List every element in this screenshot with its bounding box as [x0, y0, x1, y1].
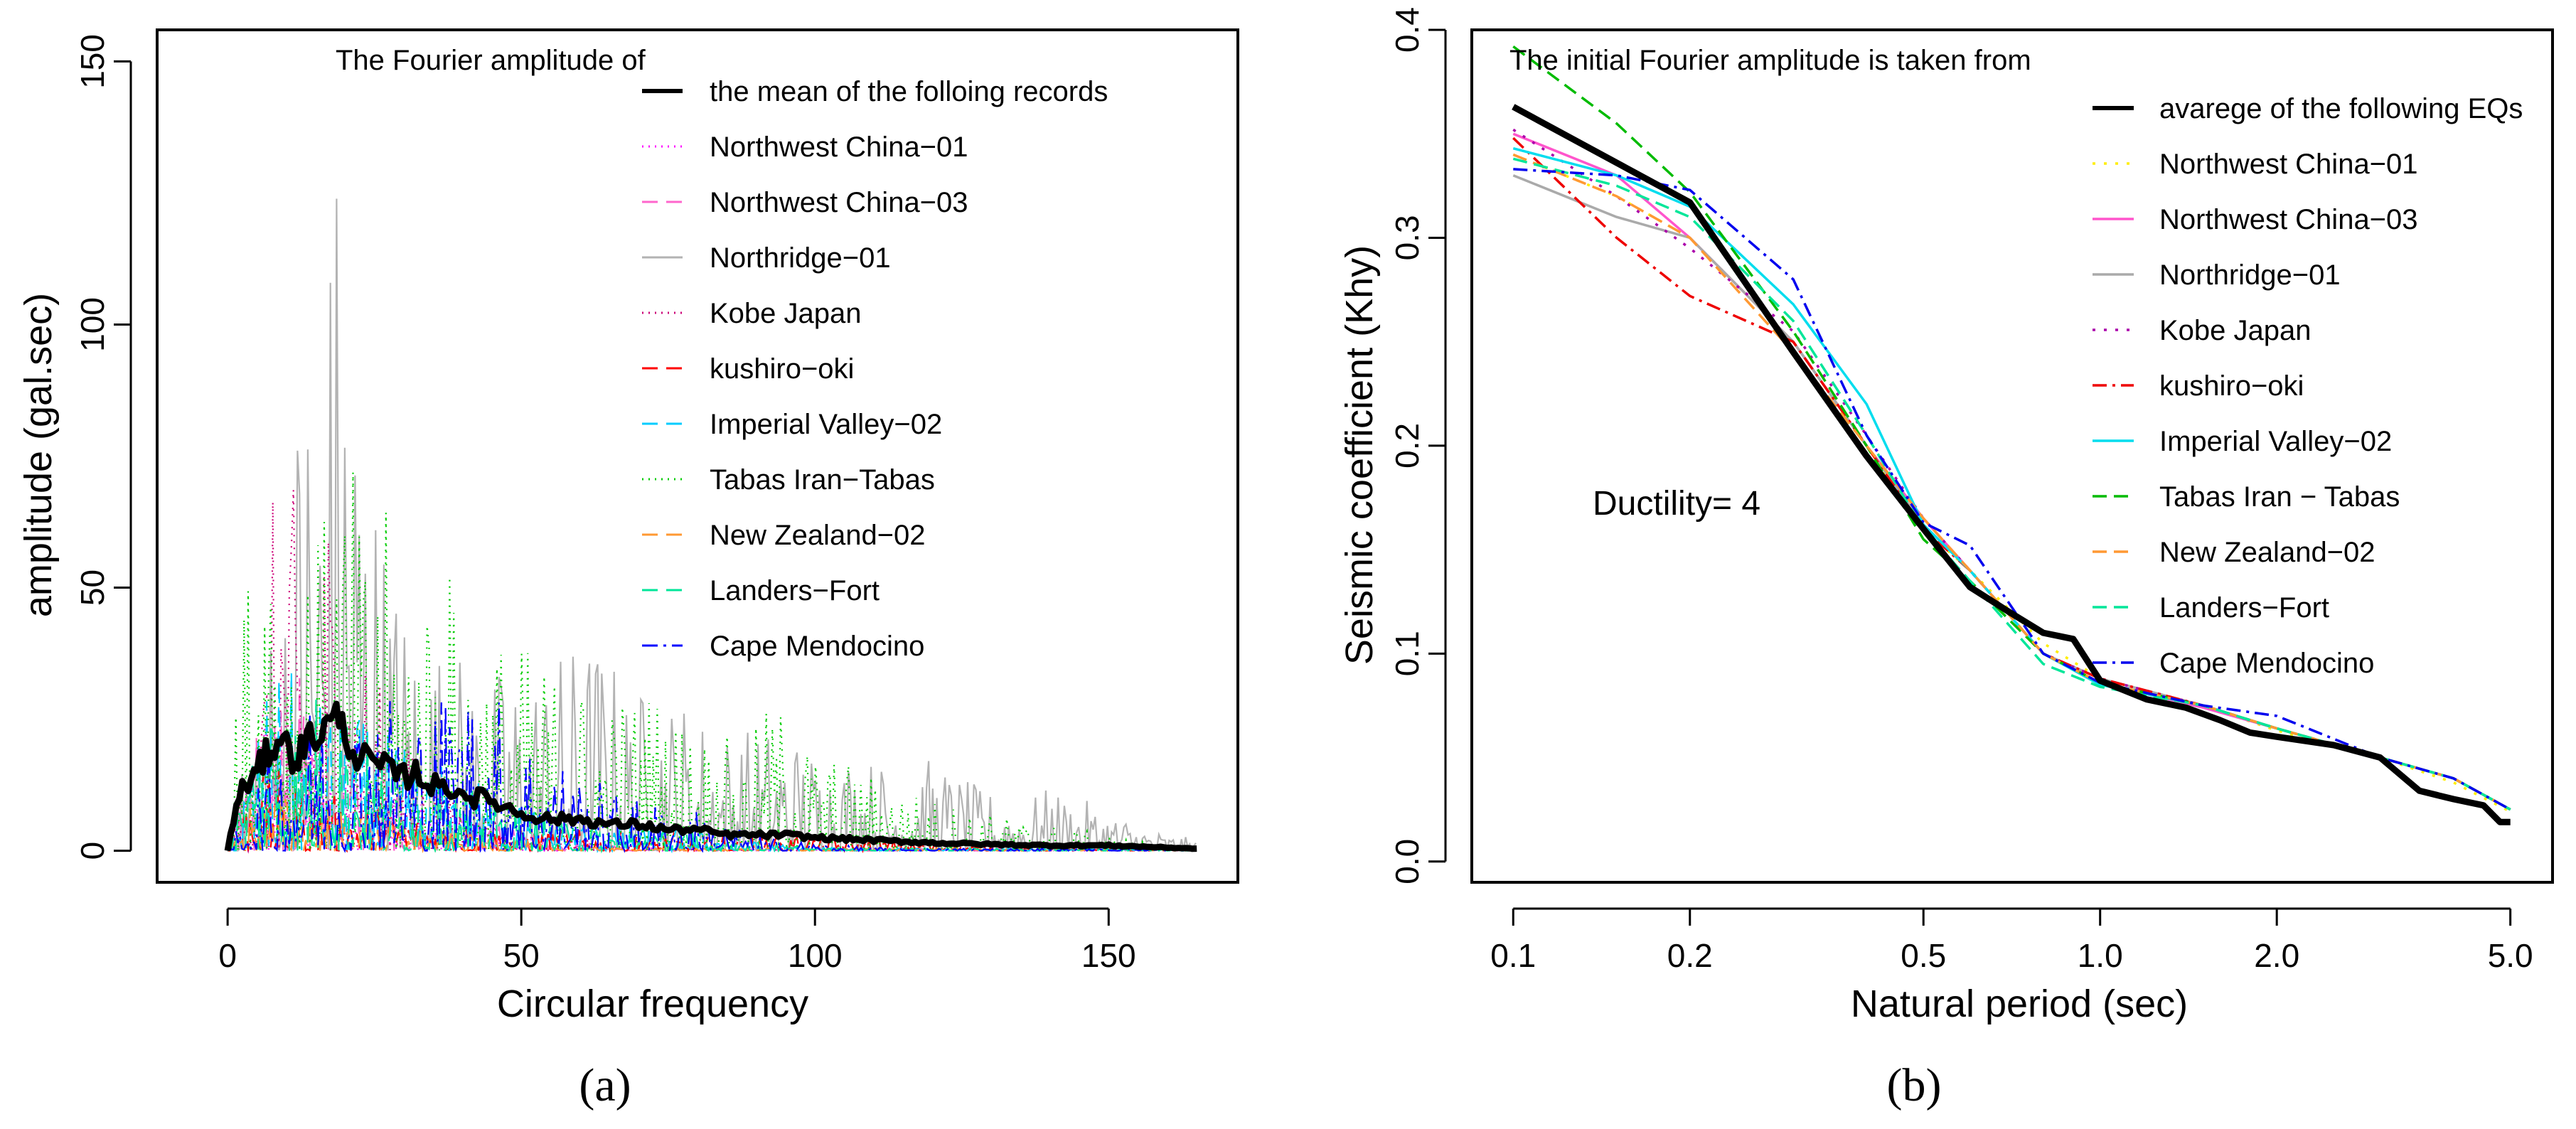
series-the-mean-of-the-folloing-records: [224, 700, 1197, 852]
y-tick-label-a: 50: [74, 569, 111, 606]
plot-frame-a: [156, 28, 1239, 884]
series-lines-a: [224, 198, 1197, 854]
legend-label-new-zealand-02: New Zealand−02: [710, 520, 926, 551]
x-tick-label-b: 2.0: [2254, 937, 2299, 974]
x-tick-label-b: 0.1: [1490, 937, 1536, 974]
x-tick-label-a: 150: [1081, 937, 1136, 974]
series-cape-mendocino: [227, 701, 1196, 854]
legend-label-kobe-japan: Kobe Japan: [2159, 315, 2312, 346]
x-axis-label-b: Natural period (sec): [1851, 983, 2188, 1025]
panel-a: 0 50 100 150 0 50 100 150 The Fourier amplitude…: [17, 28, 1239, 1111]
y-tick-label-a: 150: [74, 34, 111, 89]
y-tick-label-a: 0: [74, 842, 111, 860]
y-tick-label-b: 0.4: [1389, 7, 1426, 53]
legend-label-imperial-valley-02: Imperial Valley−02: [710, 409, 942, 440]
legend-label-northwest-china-01: Northwest China−01: [710, 132, 968, 163]
legend-label-kushiro-oki: kushiro−oki: [2159, 370, 2304, 402]
x-tick-label-b: 0.5: [1901, 937, 1946, 974]
legend-title-a: The Fourier amplitude of: [336, 45, 646, 76]
series-lines-b: [1512, 45, 2511, 825]
series-tabas-iran-tabas: [1512, 45, 2511, 811]
panel-label-a: (a): [579, 1059, 631, 1111]
legend-label-northridge-01: Northridge−01: [710, 242, 891, 274]
legend-a: The Fourier amplitude of the mean of the …: [336, 45, 1108, 662]
legend-b: The initial Fourier amplitude is taken f…: [1509, 45, 2523, 679]
legend-label-new-zealand-02: New Zealand−02: [2159, 537, 2375, 568]
legend-label-tabas-iran-tabas: Tabas Iran − Tabas: [2159, 481, 2400, 513]
axes-a: 0 50 100 150 0 50 100 150: [74, 34, 1136, 974]
x-axis-label-a: Circular frequency: [497, 983, 808, 1025]
y-tick-label-b: 0.3: [1389, 215, 1426, 260]
annotation-ductility: Ductility= 4: [1593, 485, 1760, 523]
x-tick-label-b: 1.0: [2078, 937, 2123, 974]
legend-label-landers-fort: Landers−Fort: [2159, 592, 2329, 624]
legend-label-the-mean-of-the-folloing-records: the mean of the folloing records: [710, 76, 1108, 107]
y-tick-label-b: 0.1: [1389, 631, 1426, 676]
legend-label-cape-mendocino: Cape Mendocino: [710, 631, 924, 662]
x-tick-label-a: 50: [503, 937, 540, 974]
y-tick-label-b: 0.2: [1389, 423, 1426, 469]
legend-label-tabas-iran-tabas: Tabas Iran−Tabas: [710, 464, 935, 496]
plot-frame-b: [1470, 28, 2554, 884]
legend-label-northwest-china-03: Northwest China−03: [710, 187, 968, 218]
series-avarege-of-the-following-eqs: [1512, 104, 2511, 825]
legend-label-cape-mendocino: Cape Mendocino: [2159, 648, 2374, 679]
legend-label-landers-fort: Landers−Fort: [710, 575, 880, 606]
legend-label-imperial-valley-02: Imperial Valley−02: [2159, 426, 2392, 457]
legend-label-avarege-of-the-following-eqs: avarege of the following EQs: [2159, 93, 2523, 124]
panel-b: 0.1 0.2 0.5 1.0 2.0 5.0 0.0 0.1 0.2 0.3 0.4 The in…: [1338, 7, 2554, 1111]
y-axis-label-a: amplitude (gal.sec): [17, 293, 60, 617]
legend-label-northridge-01: Northridge−01: [2159, 259, 2341, 291]
x-tick-label-a: 0: [218, 937, 237, 974]
panel-label-b: (b): [1887, 1059, 1942, 1111]
legend-label-northwest-china-03: Northwest China−03: [2159, 204, 2418, 235]
series-northridge-01: [227, 198, 1197, 853]
legend-label-kobe-japan: Kobe Japan: [710, 298, 862, 329]
x-tick-label-b: 0.2: [1667, 937, 1713, 974]
x-tick-label-a: 100: [788, 937, 843, 974]
series-imperial-valley-02: [1512, 147, 2511, 811]
y-axis-label-b: Seismic coefficient (Khy): [1338, 245, 1381, 665]
legend-label-kushiro-oki: kushiro−oki: [710, 353, 854, 385]
y-tick-label-a: 100: [74, 297, 111, 352]
legend-label-northwest-china-01: Northwest China−01: [2159, 149, 2418, 180]
legend-title-b: The initial Fourier amplitude is taken f…: [1509, 45, 2031, 76]
y-tick-label-b: 0.0: [1389, 839, 1426, 884]
series-kushiro-oki: [1512, 137, 2511, 811]
axes-b: 0.1 0.2 0.5 1.0 2.0 5.0 0.0 0.1 0.2 0.3 0.4: [1389, 7, 2533, 974]
x-tick-label-b: 5.0: [2488, 937, 2533, 974]
